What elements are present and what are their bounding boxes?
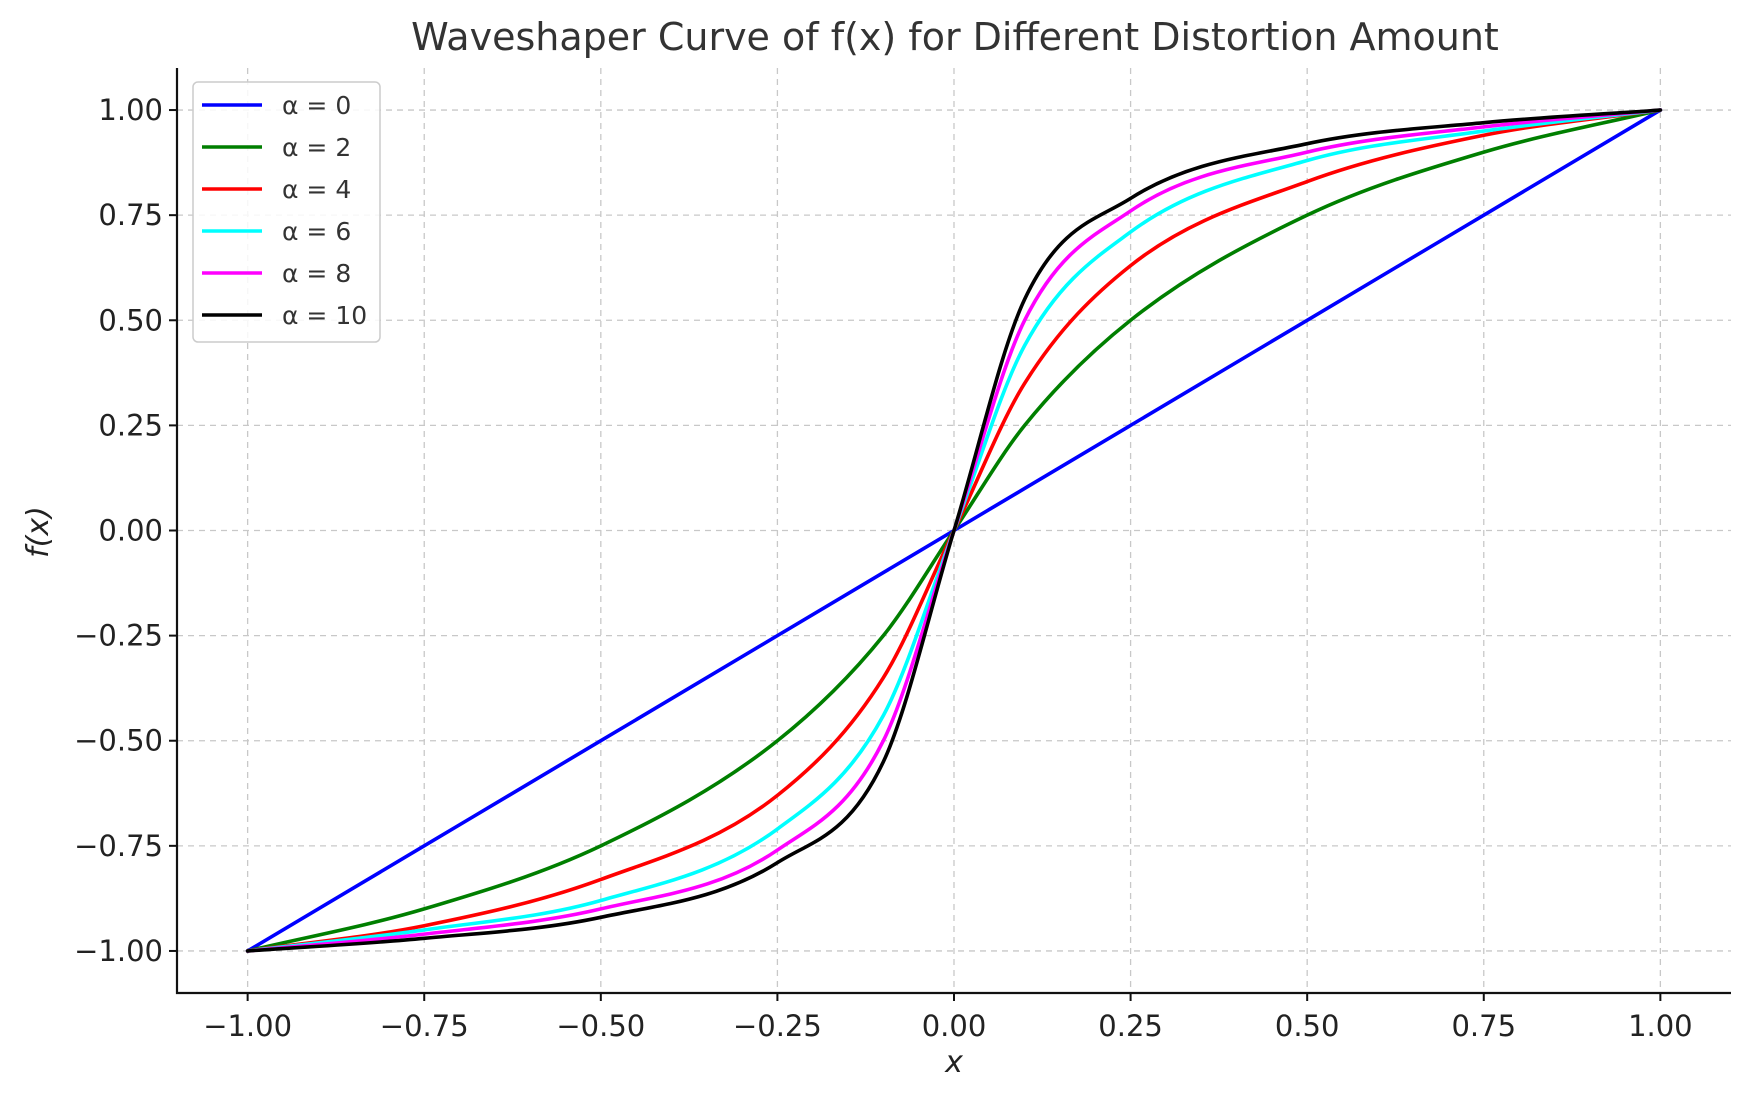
y-tick-label: −1.00 xyxy=(74,934,163,968)
y-tick-label: 0.50 xyxy=(98,303,163,337)
chart-title: Waveshaper Curve of f(x) for Different D… xyxy=(411,15,1499,59)
y-tick-label: 0.25 xyxy=(98,408,163,442)
y-tick-label: 0.00 xyxy=(98,514,163,548)
legend: α = 0 α = 2 α = 4 α = 6 α = 8 α = 10 xyxy=(192,81,381,343)
axis-spines xyxy=(175,68,1731,995)
series-line-alpha-10 xyxy=(245,108,1663,953)
x-tick-label: −0.25 xyxy=(733,1009,822,1043)
x-tick-label: 0.75 xyxy=(1451,1009,1516,1043)
x-tick-label: 0.00 xyxy=(922,1009,987,1043)
y-axis-ticks: −1.00 −0.75 −0.50 −0.25 0.00 0.25 0.50 0.75 1.00 xyxy=(74,93,177,968)
series-lines xyxy=(245,108,1663,953)
y-tick-label: 0.75 xyxy=(98,198,163,232)
legend-label-alpha-6: α = 6 xyxy=(282,217,351,246)
axes xyxy=(175,68,1731,995)
x-tick-label: 1.00 xyxy=(1628,1009,1693,1043)
legend-label-alpha-2: α = 2 xyxy=(282,133,351,162)
legend-label-alpha-0: α = 0 xyxy=(282,91,351,120)
y-tick-label: −0.25 xyxy=(74,619,163,653)
x-tick-label: −0.50 xyxy=(556,1009,645,1043)
x-tick-label: 0.25 xyxy=(1098,1009,1163,1043)
legend-label-alpha-10: α = 10 xyxy=(282,301,367,330)
x-tick-label: −1.00 xyxy=(203,1009,292,1043)
y-tick-label: −0.75 xyxy=(74,829,163,863)
legend-label-alpha-8: α = 8 xyxy=(282,259,351,288)
legend-label-alpha-4: α = 4 xyxy=(282,175,351,204)
x-axis-ticks: −1.00 −0.75 −0.50 −0.25 0.00 0.25 0.50 0.75 1.00 xyxy=(203,993,1693,1043)
y-tick-label: −0.50 xyxy=(74,724,163,758)
x-tick-label: −0.75 xyxy=(380,1009,469,1043)
y-tick-label: 1.00 xyxy=(98,93,163,127)
x-axis-label: x xyxy=(944,1045,963,1080)
y-axis-label: f(x) xyxy=(21,506,56,558)
x-tick-label: 0.50 xyxy=(1275,1009,1340,1043)
